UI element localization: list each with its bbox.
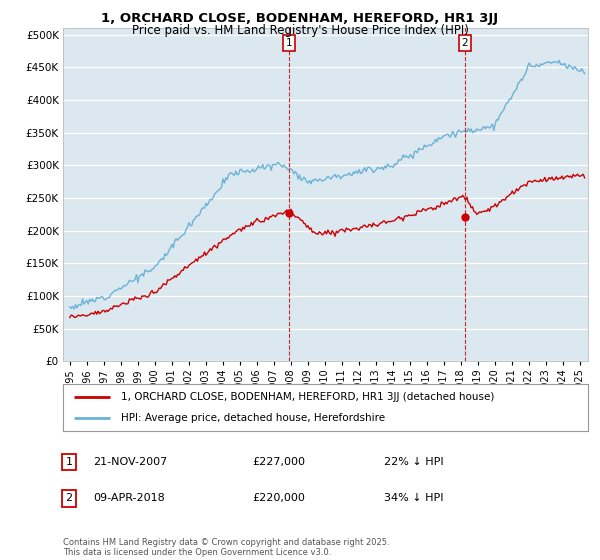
Text: 2: 2 bbox=[65, 493, 73, 503]
Text: 2: 2 bbox=[461, 38, 468, 48]
Text: 1, ORCHARD CLOSE, BODENHAM, HEREFORD, HR1 3JJ (detached house): 1, ORCHARD CLOSE, BODENHAM, HEREFORD, HR… bbox=[121, 392, 494, 402]
Text: 1: 1 bbox=[286, 38, 292, 48]
Text: Contains HM Land Registry data © Crown copyright and database right 2025.
This d: Contains HM Land Registry data © Crown c… bbox=[63, 538, 389, 557]
Text: 22% ↓ HPI: 22% ↓ HPI bbox=[384, 457, 443, 467]
Text: 21-NOV-2007: 21-NOV-2007 bbox=[93, 457, 167, 467]
Text: £220,000: £220,000 bbox=[252, 493, 305, 503]
Text: 34% ↓ HPI: 34% ↓ HPI bbox=[384, 493, 443, 503]
Text: Price paid vs. HM Land Registry's House Price Index (HPI): Price paid vs. HM Land Registry's House … bbox=[131, 24, 469, 37]
Text: 1, ORCHARD CLOSE, BODENHAM, HEREFORD, HR1 3JJ: 1, ORCHARD CLOSE, BODENHAM, HEREFORD, HR… bbox=[101, 12, 499, 25]
Text: £227,000: £227,000 bbox=[252, 457, 305, 467]
Text: 09-APR-2018: 09-APR-2018 bbox=[93, 493, 165, 503]
Text: HPI: Average price, detached house, Herefordshire: HPI: Average price, detached house, Here… bbox=[121, 413, 385, 423]
Text: 1: 1 bbox=[65, 457, 73, 467]
